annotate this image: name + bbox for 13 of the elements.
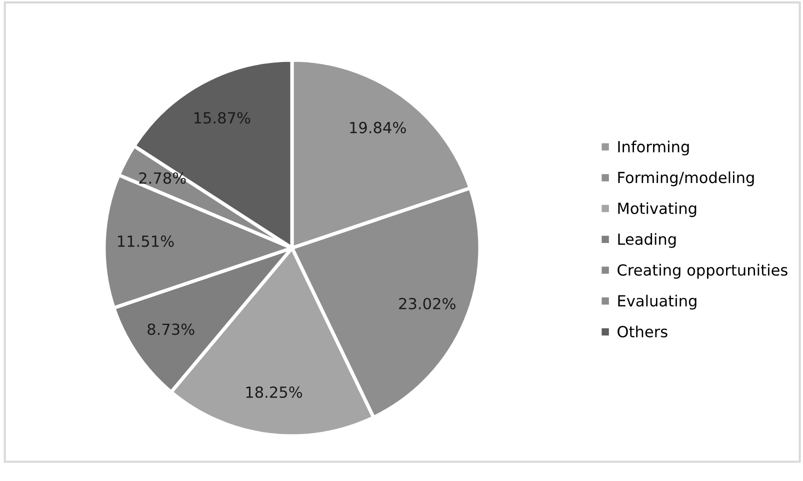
- legend-label: Motivating: [618, 202, 696, 218]
- legend-label: Evaluating: [618, 294, 696, 310]
- legend-label: Forming/modeling: [618, 171, 754, 186]
- legend-label: Leading: [618, 233, 676, 248]
- data-label: 11.51%: [118, 235, 174, 247]
- legend-label: Informing: [618, 140, 689, 156]
- data-label: 19.84%: [350, 122, 406, 134]
- legend-label: Others: [618, 326, 668, 338]
- legend-label: Creating opportunities: [618, 264, 788, 279]
- data-label: 15.87%: [194, 112, 250, 124]
- data-label: 18.25%: [246, 386, 302, 398]
- data-label: 8.73%: [148, 323, 194, 336]
- data-label: 23.02%: [399, 298, 456, 310]
